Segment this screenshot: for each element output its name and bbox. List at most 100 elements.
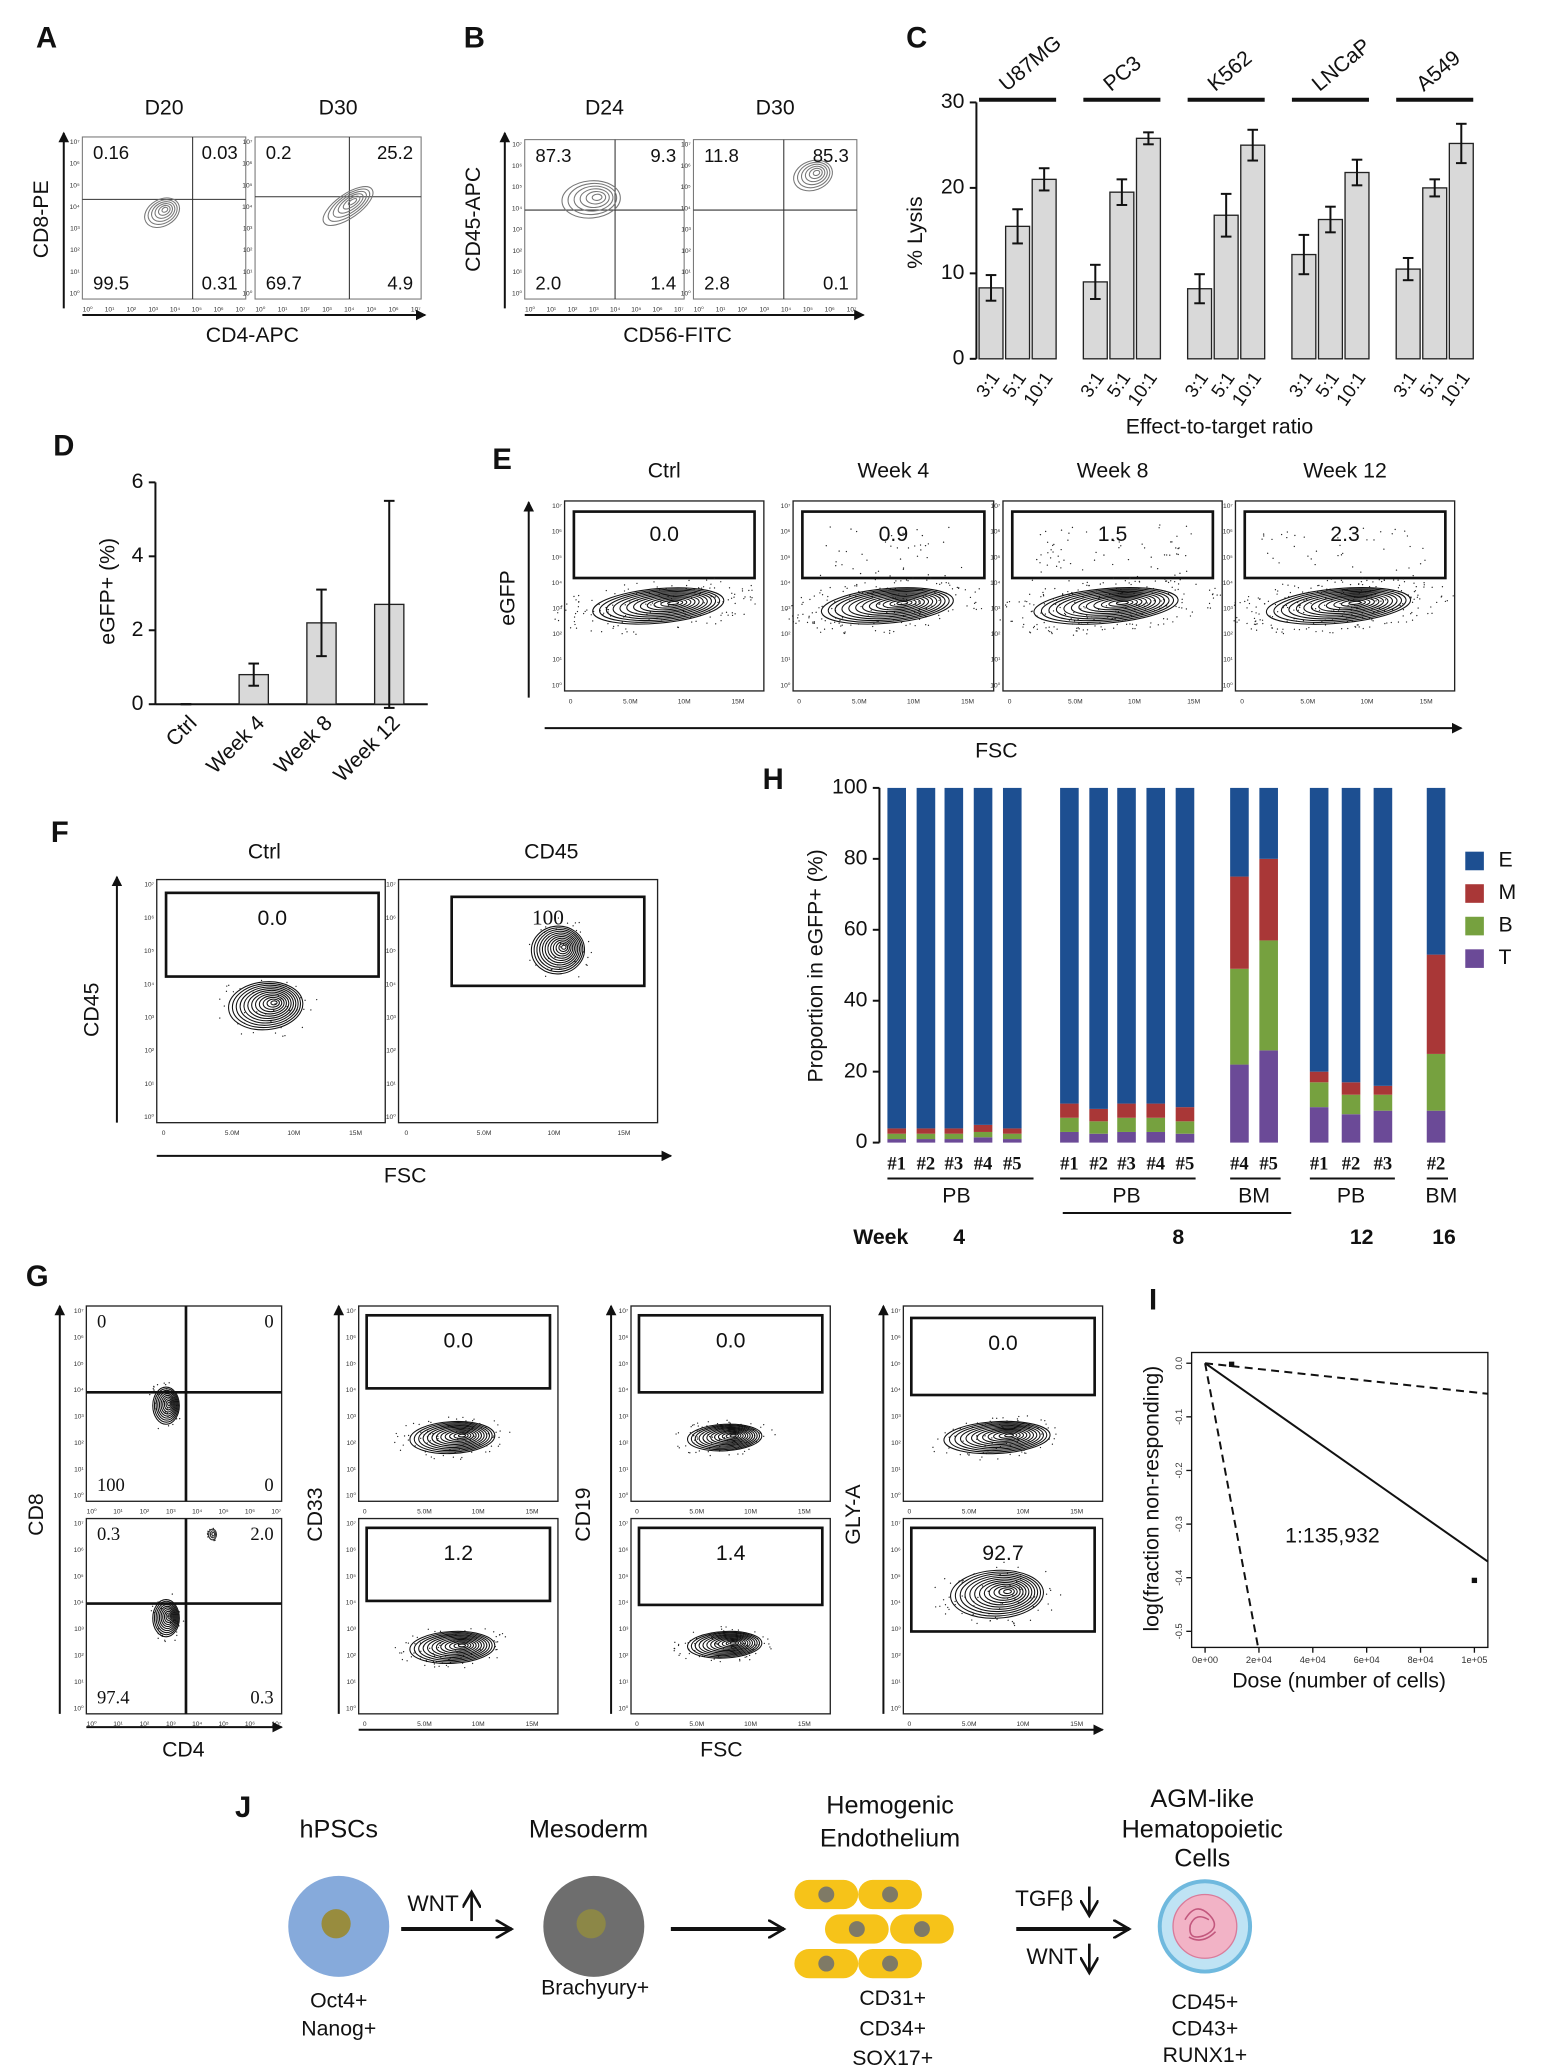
x-tick-label: 15M (617, 1130, 630, 1137)
plot-frame (358, 1517, 559, 1715)
x-tick-label: 0 (907, 1509, 911, 1516)
event-dot (286, 981, 288, 984)
bar-segment (1309, 787, 1329, 1072)
stage-name: hPSCs (299, 1815, 378, 1843)
y-tick-label: 10⁶ (144, 915, 154, 922)
event-dot (916, 529, 918, 531)
event-dot (768, 1643, 770, 1645)
event-dot (437, 1437, 439, 1440)
x-tick-label: 10¹ (113, 1721, 123, 1728)
event-dot (497, 1424, 499, 1426)
event-dot (626, 631, 628, 633)
bar-segment (1175, 787, 1195, 1108)
event-dot (1068, 580, 1070, 582)
contour (158, 1605, 176, 1630)
event-dot (1305, 628, 1308, 630)
event-dot (1384, 599, 1387, 601)
x-tick-label: 5.0M (962, 1721, 977, 1728)
event-dot (1030, 610, 1033, 613)
event-dot (493, 1435, 495, 1437)
y-tick-label: 10⁷ (1223, 503, 1233, 510)
event-dot (174, 1639, 176, 1642)
event-dot (884, 541, 887, 543)
event-dot (1032, 626, 1035, 629)
event-dot (1060, 548, 1062, 551)
event-dot (821, 605, 823, 608)
event-dot (232, 991, 235, 993)
event-dot (685, 584, 688, 587)
event-dot (575, 627, 578, 629)
legend-swatch (1465, 851, 1484, 871)
event-dot (624, 615, 627, 617)
contour (585, 190, 607, 205)
x-tick-label: 10M (472, 1509, 485, 1516)
event-dot (1039, 533, 1042, 536)
y-tick-label: -0.5 (1174, 1623, 1184, 1639)
event-dot (675, 1433, 677, 1435)
error-bar (1247, 128, 1259, 162)
event-dot (1250, 628, 1252, 630)
contour (270, 1000, 278, 1006)
cell-inner (1172, 1893, 1238, 1959)
event-dot (1282, 583, 1284, 585)
gate (637, 1526, 824, 1607)
event-dot (1094, 625, 1096, 627)
event-dot (1303, 600, 1305, 602)
event-dot (1183, 593, 1185, 595)
gate (909, 1316, 1096, 1397)
event-dot (1397, 621, 1400, 623)
event-dot (1315, 550, 1318, 552)
contour (993, 1431, 1021, 1441)
event-dot (1416, 596, 1419, 598)
contour (208, 1528, 218, 1541)
event-dot (991, 1417, 994, 1419)
contour (162, 1609, 174, 1626)
event-dot (1287, 584, 1289, 586)
event-dot (1411, 619, 1414, 621)
event-dot (721, 612, 723, 614)
contour (243, 988, 294, 1022)
gate (909, 1526, 1096, 1633)
event-dot (1195, 583, 1197, 586)
bar-segment (973, 1124, 993, 1132)
bar-segment (1117, 1131, 1136, 1143)
event-dot (825, 545, 827, 547)
signal-label: TGFβ (1015, 1886, 1073, 1911)
event-dot (439, 1644, 441, 1646)
event-dot (1402, 578, 1405, 580)
event-dot (394, 1441, 396, 1444)
event-dot (705, 579, 708, 581)
event-dot (1008, 600, 1011, 603)
event-dot (1181, 607, 1183, 609)
event-dot (1012, 1594, 1014, 1596)
event-dot (499, 1443, 501, 1445)
quadrant-value: 100 (97, 1475, 125, 1496)
y-tick-label: 10⁴ (242, 204, 252, 211)
event-dot (1361, 583, 1364, 586)
event-dot (889, 575, 891, 577)
event-dot (1251, 610, 1253, 613)
event-dot (590, 951, 593, 954)
contour (698, 1633, 756, 1655)
contour (157, 1604, 177, 1632)
event-dot (1307, 555, 1309, 557)
event-dot (1360, 580, 1363, 583)
y-tick-label: 10⁷ (552, 503, 562, 510)
event-dot (1233, 604, 1236, 606)
event-dot (918, 601, 920, 603)
event-dot (1358, 583, 1360, 585)
x-tick-label: 10M (548, 1130, 561, 1137)
event-dot (754, 1631, 756, 1633)
event-dot (947, 610, 950, 612)
event-dot (749, 596, 751, 598)
event-dot (1023, 1452, 1026, 1454)
event-dot (473, 1418, 475, 1420)
error-bar (1351, 158, 1363, 187)
x-tick-label: 5.0M (417, 1721, 432, 1728)
event-dot (1297, 609, 1300, 611)
contour (258, 995, 285, 1013)
event-dot (573, 595, 575, 598)
y-tick-label: 10³ (891, 1626, 901, 1633)
event-dot (1011, 1620, 1014, 1623)
event-dot (1308, 626, 1310, 629)
